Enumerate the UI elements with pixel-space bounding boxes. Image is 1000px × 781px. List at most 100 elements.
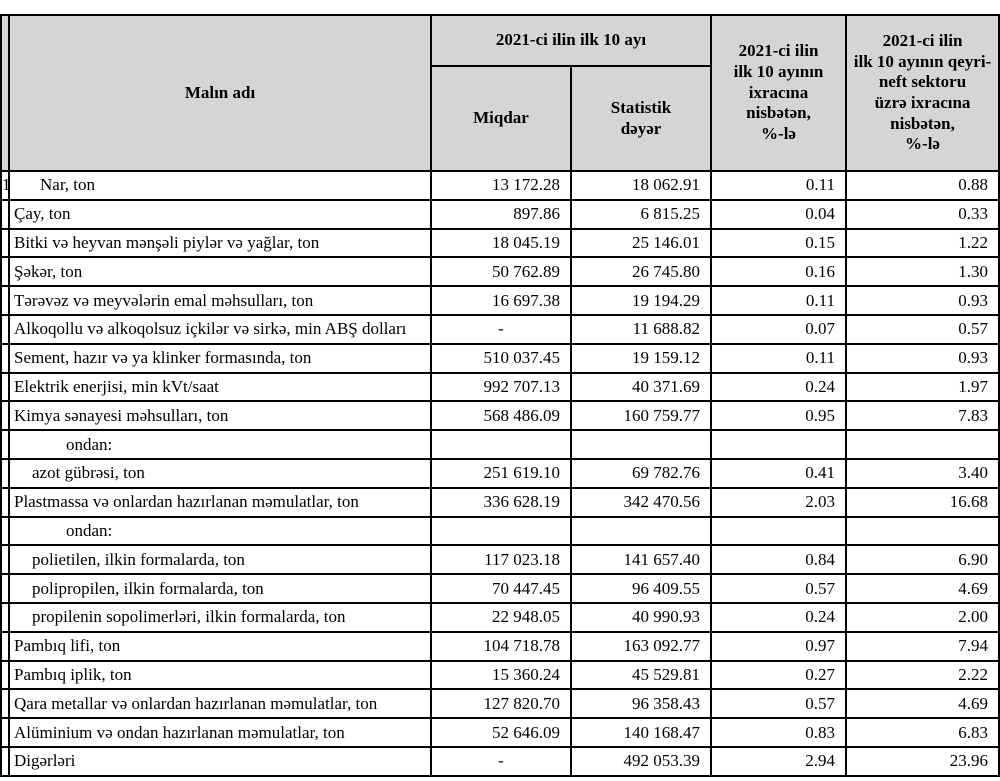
stat-value-cell: 18 062.91 xyxy=(570,170,712,201)
row-number-cell xyxy=(0,717,10,748)
pct-export-cell: 0.97 xyxy=(710,630,847,662)
pct-export-cell: 0.11 xyxy=(710,170,847,201)
pct-export-cell: 0.83 xyxy=(710,717,847,748)
pct-nonoil-cell: 0.33 xyxy=(845,198,1000,230)
pct-nonoil-cell: 7.94 xyxy=(845,630,1000,662)
stat-value-cell: 25 146.01 xyxy=(570,227,712,259)
pct-nonoil-cell: 0.57 xyxy=(845,313,1000,345)
stat-value-header: Statistik dəyər xyxy=(570,65,712,172)
row-number-cell xyxy=(0,659,10,691)
row-number-cell xyxy=(0,573,10,604)
table-row: Tərəvəz və meyvələrin emal məhsulları, t… xyxy=(0,285,1000,316)
quantity-cell: 104 718.78 xyxy=(430,630,572,662)
row-number-cell xyxy=(0,457,10,489)
stat-value-cell: 40 371.69 xyxy=(570,371,712,403)
pct-nonoil-cell: 6.83 xyxy=(845,717,1000,748)
pct-nonoil-cell: 2.00 xyxy=(845,601,1000,633)
pct-export-cell: 0.24 xyxy=(710,601,847,633)
stat-value-cell: 342 470.56 xyxy=(570,486,712,518)
stat-value-cell: 19 159.12 xyxy=(570,342,712,374)
pct-export-cell: 0.57 xyxy=(710,688,847,720)
row-number-cell xyxy=(0,515,10,547)
product-name-cell: Sement, hazır və ya klinker formasında, … xyxy=(8,342,432,374)
export-table: Malın adı 2021-ci ilin ilk 10 ayı 2021-c… xyxy=(0,14,1000,777)
pct-export-cell: 0.24 xyxy=(710,371,847,403)
product-name-cell: Şəkər, ton xyxy=(8,256,432,288)
quantity-cell: 568 486.09 xyxy=(430,400,572,432)
pct-export-cell: 2.94 xyxy=(710,745,847,777)
quantity-cell: 127 820.70 xyxy=(430,688,572,720)
pct-nonoil-cell: 1.30 xyxy=(845,256,1000,288)
stat-value-cell: 19 194.29 xyxy=(570,285,712,316)
product-name-cell: azot gübrəsi, ton xyxy=(8,457,432,489)
stat-value-cell: 160 759.77 xyxy=(570,400,712,432)
stat-value-cell: 11 688.82 xyxy=(570,313,712,345)
quantity-cell: 510 037.45 xyxy=(430,342,572,374)
quantity-cell: 897.86 xyxy=(430,198,572,230)
pct-nonoil-header: 2021-ci ilin ilk 10 ayının qeyri- neft s… xyxy=(845,14,1000,172)
stat-value-cell: 40 990.93 xyxy=(570,601,712,633)
row-number-cell xyxy=(0,745,10,777)
table-row: Pambıq iplik, ton 15 360.24 45 529.81 0.27 2… xyxy=(0,659,1000,691)
quantity-cell: 117 023.18 xyxy=(430,544,572,576)
table-row: Alkoqollu və alkoqolsuz içkilər və sirkə… xyxy=(0,313,1000,345)
table-row: Qara metallar və onlardan hazırlanan məm… xyxy=(0,688,1000,720)
pct-nonoil-cell: 0.93 xyxy=(845,285,1000,316)
product-name-cell: Kimya sənayesi məhsulları, ton xyxy=(8,400,432,432)
product-name-cell: Digərləri xyxy=(8,745,432,777)
product-name-cell: polietilen, ilkin formalarda, ton xyxy=(8,544,432,576)
stat-value-cell: 45 529.81 xyxy=(570,659,712,691)
row-number-cell xyxy=(0,486,10,518)
pct-nonoil-cell xyxy=(845,429,1000,460)
pct-export-cell: 0.57 xyxy=(710,573,847,604)
stat-value-cell: 69 782.76 xyxy=(570,457,712,489)
table-row: Plastmassa və onlardan hazırlanan məmula… xyxy=(0,486,1000,518)
pct-export-cell: 0.15 xyxy=(710,227,847,259)
pct-export-cell: 0.11 xyxy=(710,285,847,316)
row-number-cell xyxy=(0,256,10,288)
row-number-column-header xyxy=(0,14,10,172)
table-row: Şəkər, ton 50 762.89 26 745.80 0.16 1.30 xyxy=(0,256,1000,288)
pct-export-cell: 0.16 xyxy=(710,256,847,288)
table-row: polipropilen, ilkin formalarda, ton 70 44… xyxy=(0,573,1000,604)
table-row: propilenin sopolimerləri, ilkin formalar… xyxy=(0,601,1000,633)
pct-nonoil-cell: 3.40 xyxy=(845,457,1000,489)
quantity-cell: - xyxy=(430,745,572,777)
product-name-cell: Pambıq lifi, ton xyxy=(8,630,432,662)
pct-export-header: 2021-ci ilin ilk 10 ayının ixracına nisb… xyxy=(710,14,847,172)
quantity-cell: 251 619.10 xyxy=(430,457,572,489)
row-number-cell xyxy=(0,400,10,432)
row-number-cell xyxy=(0,227,10,259)
product-name-cell: Plastmassa və onlardan hazırlanan məmula… xyxy=(8,486,432,518)
stat-value-cell xyxy=(570,429,712,460)
pct-export-cell: 0.84 xyxy=(710,544,847,576)
quantity-cell: 13 172.28 xyxy=(430,170,572,201)
product-name-cell: Çay, ton xyxy=(8,198,432,230)
table-row: azot gübrəsi, ton 251 619.10 69 782.76 0.41… xyxy=(0,457,1000,489)
pct-nonoil-cell: 0.88 xyxy=(845,170,1000,201)
quantity-cell: 22 948.05 xyxy=(430,601,572,633)
table-row: Çay, ton 897.86 6 815.25 0.04 0.33 xyxy=(0,198,1000,230)
quantity-cell: 16 697.38 xyxy=(430,285,572,316)
product-name-cell: ondan: xyxy=(8,429,432,460)
stat-value-cell: 492 053.39 xyxy=(570,745,712,777)
quantity-cell: 50 762.89 xyxy=(430,256,572,288)
stat-value-cell: 6 815.25 xyxy=(570,198,712,230)
quantity-cell: 18 045.19 xyxy=(430,227,572,259)
pct-nonoil-cell: 1.22 xyxy=(845,227,1000,259)
quantity-cell xyxy=(430,429,572,460)
stat-value-cell: 96 358.43 xyxy=(570,688,712,720)
row-number-cell xyxy=(0,630,10,662)
quantity-cell: 70 447.45 xyxy=(430,573,572,604)
stat-value-cell: 163 092.77 xyxy=(570,630,712,662)
quantity-cell: 52 646.09 xyxy=(430,717,572,748)
stat-value-cell: 26 745.80 xyxy=(570,256,712,288)
pct-export-cell: 0.04 xyxy=(710,198,847,230)
product-name-cell: Alüminium və ondan hazırlanan məmulatlar… xyxy=(8,717,432,748)
product-name-cell: Qara metallar və onlardan hazırlanan məm… xyxy=(8,688,432,720)
row-number-cell xyxy=(0,544,10,576)
pct-export-cell: 2.03 xyxy=(710,486,847,518)
pct-export-cell: 0.27 xyxy=(710,659,847,691)
pct-export-cell: 0.95 xyxy=(710,400,847,432)
